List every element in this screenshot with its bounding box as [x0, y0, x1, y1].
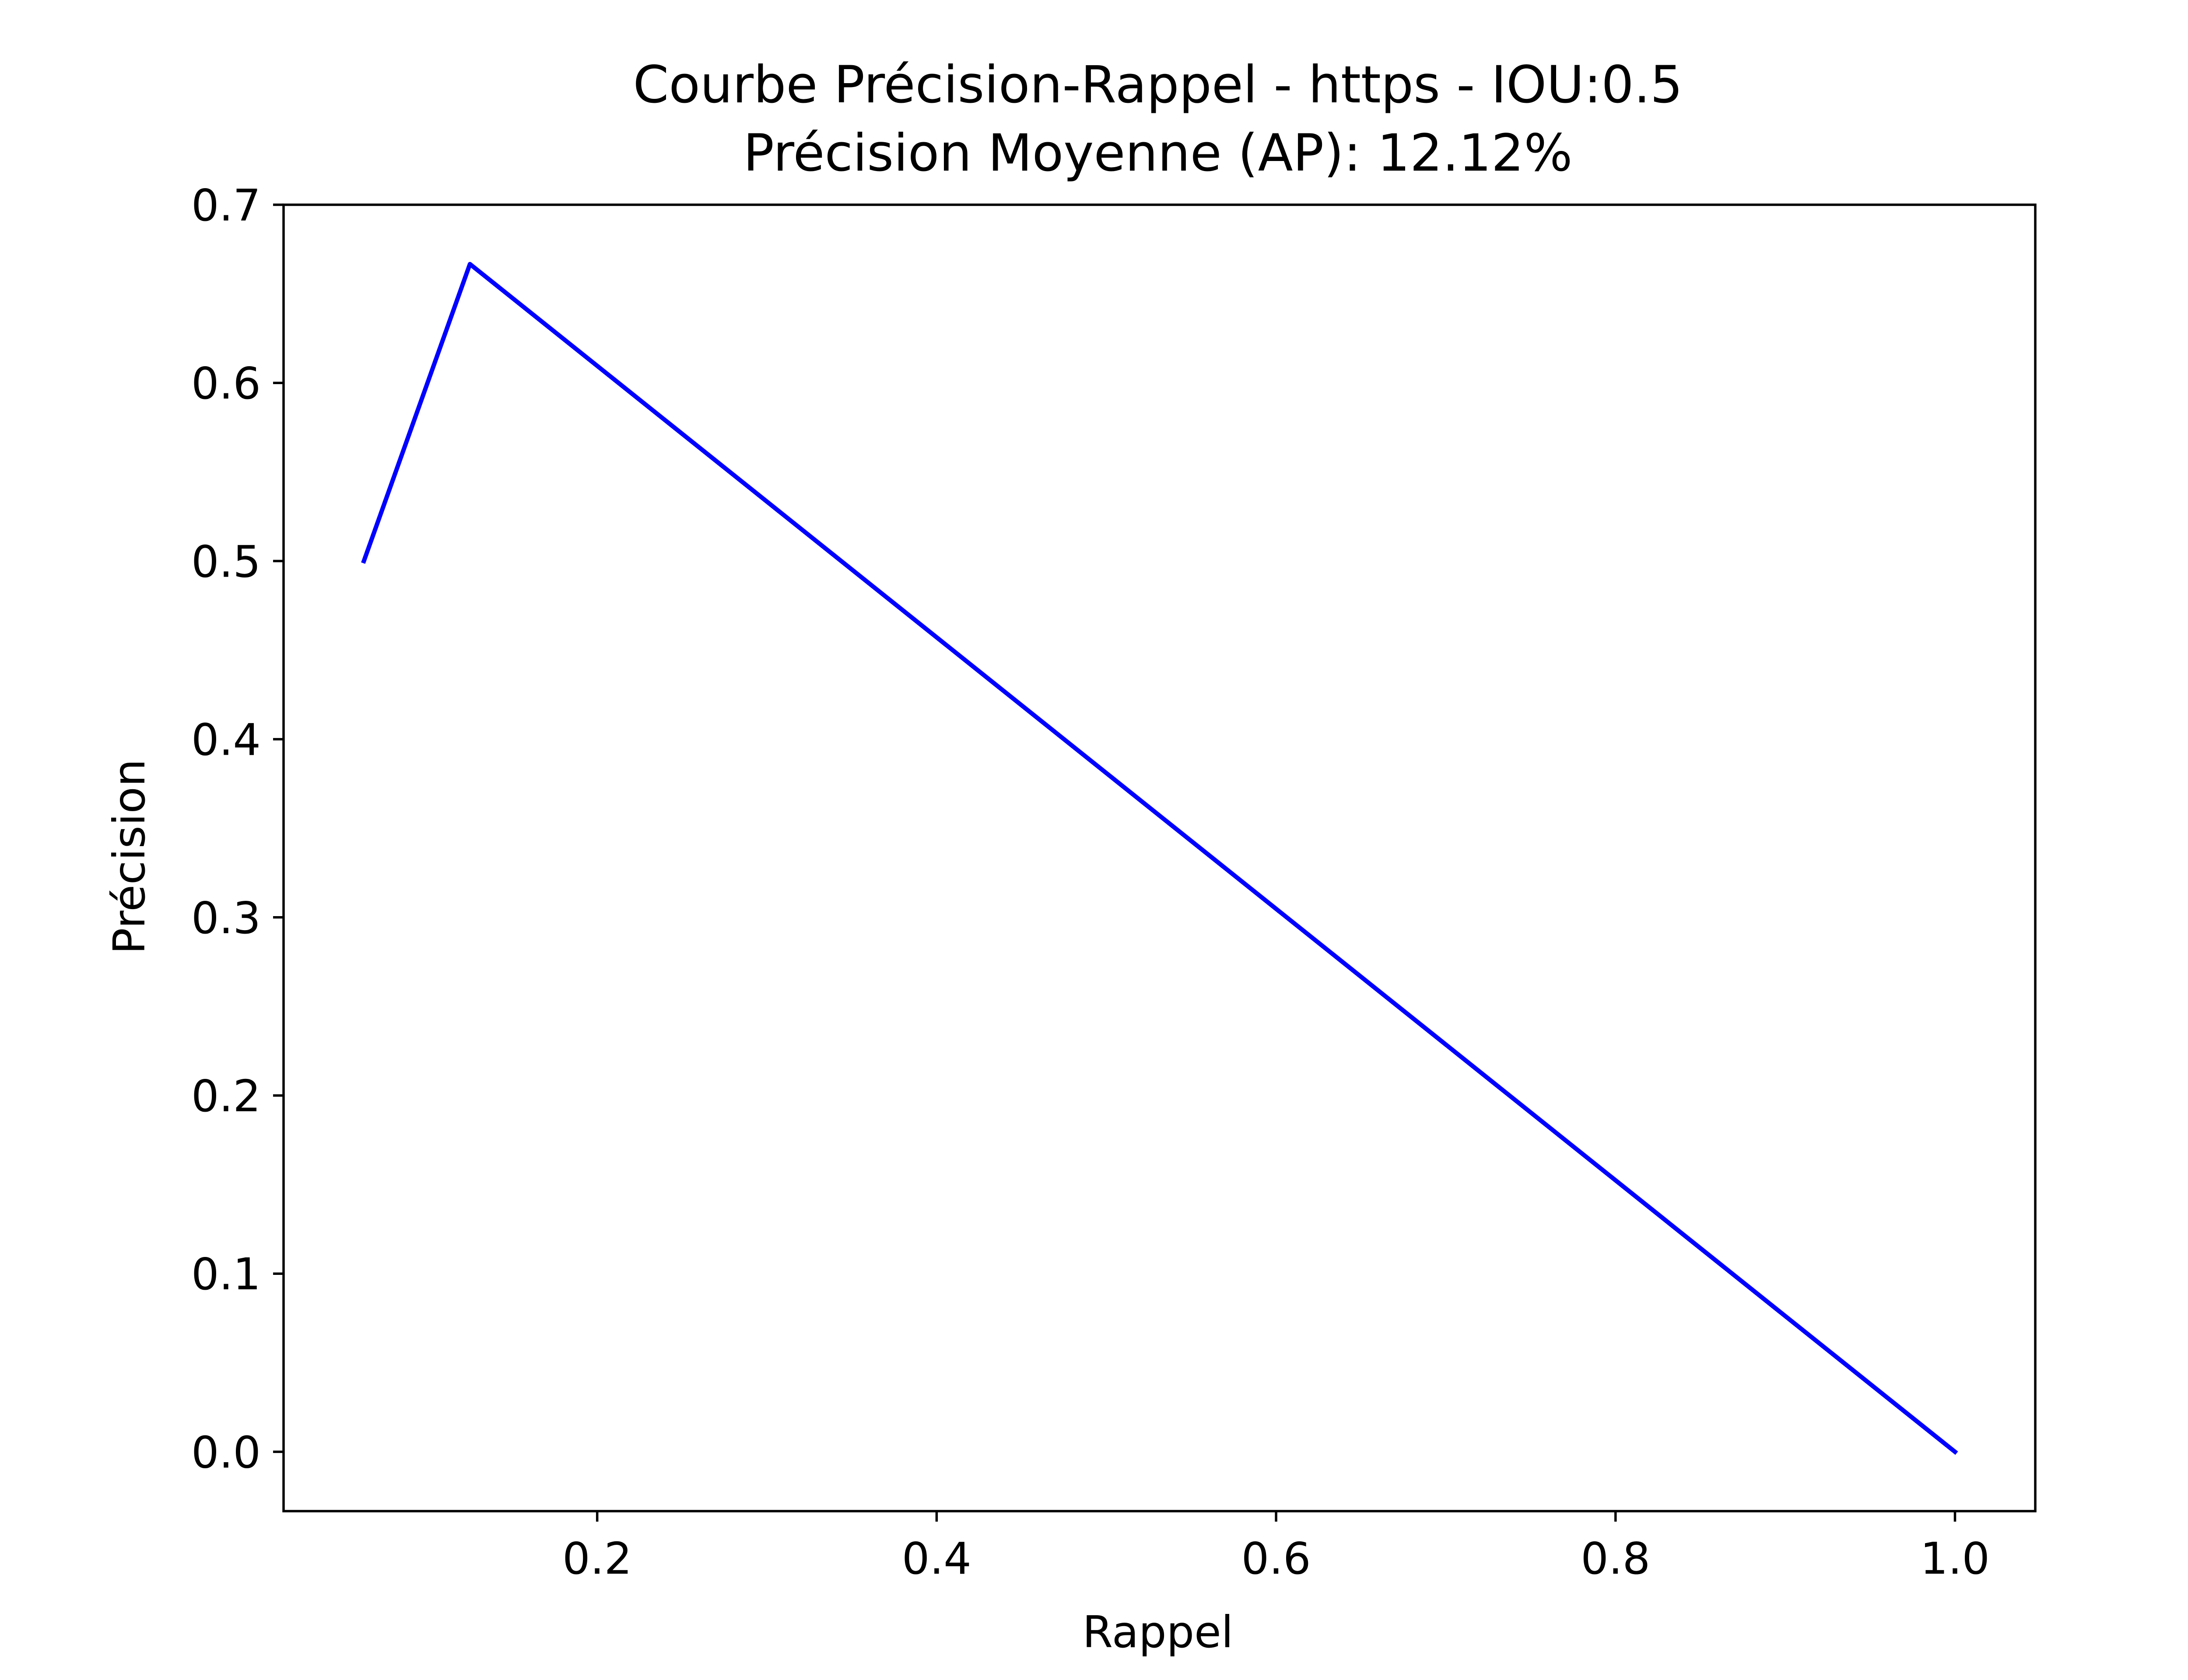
x-tick-label: 0.8: [1581, 1533, 1650, 1584]
x-tick-label: 0.2: [562, 1533, 632, 1584]
y-tick-label: 0.7: [191, 180, 261, 231]
y-tick-label: 0.0: [191, 1427, 261, 1478]
y-axis-ticks: 0.0 0.1 0.2 0.3 0.4 0.5 0.6 0.7: [191, 180, 284, 1478]
x-tick-label: 0.6: [1241, 1533, 1311, 1584]
y-tick-label: 0.2: [191, 1071, 261, 1122]
series-layer: [361, 262, 1958, 1455]
x-tick-label: 1.0: [1920, 1533, 1990, 1584]
y-tick-label: 0.3: [191, 892, 261, 944]
x-axis-ticks: 0.2 0.4 0.6 0.8 1.0: [562, 1511, 1990, 1584]
x-axis-label: Rappel: [1083, 1606, 1234, 1658]
chart-title-line-1: Courbe Précision-Rappel - https - IOU:0.…: [633, 55, 1683, 115]
y-tick-label: 0.4: [191, 714, 261, 766]
y-tick-label: 0.6: [191, 358, 261, 409]
y-tick-label: 0.5: [191, 536, 261, 587]
x-tick-label: 0.4: [902, 1533, 971, 1584]
y-axis-label: Précision: [104, 759, 155, 954]
chart-title-line-2: Précision Moyenne (AP): 12.12%: [743, 123, 1572, 183]
plot-frame: [282, 203, 2037, 1512]
y-tick-label: 0.1: [191, 1249, 261, 1300]
precision-recall-line: [361, 262, 1958, 1455]
